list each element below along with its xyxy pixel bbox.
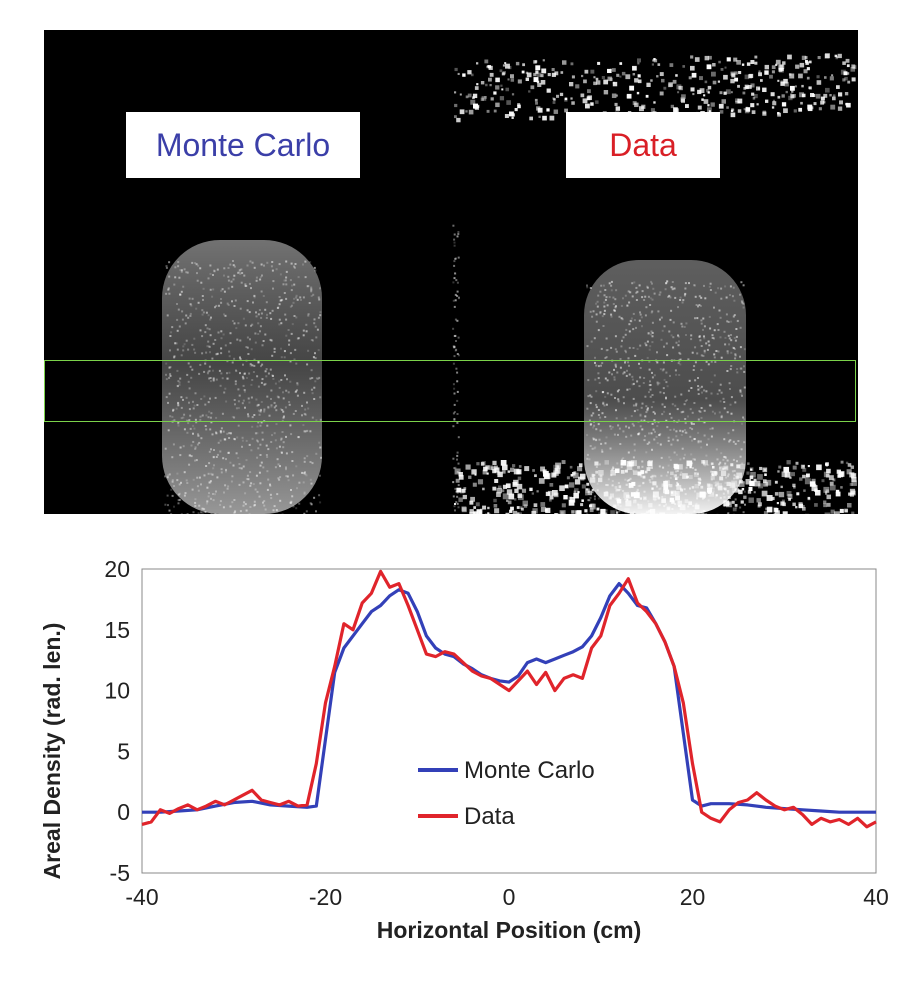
y-tick-label: 10 [104, 678, 130, 704]
y-tick-label: 15 [104, 617, 130, 643]
region-of-interest-box [44, 360, 856, 422]
legend: Monte Carlo Data [418, 757, 595, 830]
y-tick-label: 20 [104, 556, 130, 582]
y-axis-label: Areal Density (rad. len.) [39, 623, 65, 880]
areal-density-chart: -40 -20 0 20 40 -5 0 5 10 15 20 Horizontal Positi… [39, 556, 889, 943]
y-tick-label: 5 [117, 738, 130, 764]
series-layer [141, 569, 877, 829]
data-object-blob [584, 260, 746, 514]
x-tick-label: 0 [503, 884, 516, 910]
x-axis: -40 -20 0 20 40 [125, 884, 888, 910]
x-tick-label: -20 [309, 884, 342, 910]
radiograph-image-panel: Monte Carlo Data [44, 30, 858, 514]
legend-label: Monte Carlo [464, 757, 595, 784]
y-tick-label: -5 [110, 860, 130, 886]
series-line-data [141, 569, 877, 829]
x-tick-label: 40 [863, 884, 889, 910]
x-axis-label: Horizontal Position (cm) [377, 917, 642, 943]
monte-carlo-object-blob [162, 240, 322, 514]
image-noise [164, 53, 857, 514]
x-tick-label: 20 [680, 884, 706, 910]
legend-label: Data [464, 803, 515, 830]
y-tick-label: 0 [117, 799, 130, 825]
radiograph-image [162, 53, 857, 514]
data-label: Data [566, 112, 720, 178]
plot-frame [141, 568, 877, 874]
x-tick-label: -40 [125, 884, 158, 910]
monte-carlo-label: Monte Carlo [126, 112, 360, 178]
y-axis: -5 0 5 10 15 20 [104, 556, 130, 886]
